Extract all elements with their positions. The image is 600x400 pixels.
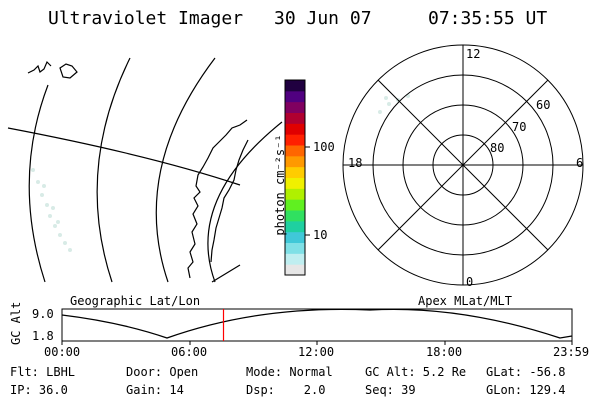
colorbar-swatch bbox=[285, 177, 305, 189]
timeline-ylabel: GC Alt bbox=[9, 301, 23, 345]
longitude-line bbox=[155, 57, 216, 283]
mlt-label-18: 18 bbox=[348, 156, 363, 170]
instrument-title: Ultraviolet Imager bbox=[48, 8, 244, 29]
time-tick-label: 12:00 bbox=[298, 345, 335, 359]
longitude-line bbox=[28, 84, 49, 283]
mlt-label-6: 6 bbox=[576, 156, 584, 170]
colorbar bbox=[285, 80, 305, 276]
colorbar-swatch bbox=[285, 134, 305, 146]
timeline-ytick-low: 1.8 bbox=[32, 329, 54, 343]
colorbar-swatch bbox=[285, 145, 305, 157]
apex-label: Apex MLat/MLT bbox=[418, 294, 512, 308]
colorbar-swatch bbox=[285, 242, 305, 254]
geographic-map bbox=[7, 57, 283, 283]
status-glat: GLat: -56.8 bbox=[486, 365, 566, 379]
status-glon: GLon: 129.4 bbox=[486, 383, 566, 397]
polar-plot bbox=[342, 44, 584, 286]
lat-label-70: 70 bbox=[512, 120, 527, 134]
colorbar-swatch bbox=[285, 166, 305, 178]
status-filter: Flt: LBHL bbox=[10, 365, 76, 379]
colorbar-swatch bbox=[285, 199, 305, 211]
status-mode: Mode: Normal bbox=[246, 365, 333, 379]
colorbar-swatch bbox=[285, 90, 305, 103]
colorbar-swatch bbox=[285, 155, 305, 168]
status-gain: Gain: 14 bbox=[126, 383, 184, 397]
time-tick-label: 00:00 bbox=[44, 345, 81, 359]
time-tick-label: 18:00 bbox=[426, 345, 463, 359]
latitude-line bbox=[7, 127, 241, 186]
geographic-label: Geographic Lat/Lon bbox=[70, 294, 201, 308]
colorbar-swatch bbox=[285, 253, 305, 265]
coastline bbox=[187, 119, 248, 279]
colorbar-swatch bbox=[285, 80, 305, 92]
mlt-label-0: 0 bbox=[466, 275, 474, 289]
colorbar-swatch bbox=[285, 112, 305, 124]
status-gc-alt: GC Alt: 5.2 Re bbox=[365, 365, 467, 379]
polar-axis bbox=[377, 79, 549, 251]
lat-label-80: 80 bbox=[490, 141, 505, 155]
coastline bbox=[27, 60, 52, 74]
colorbar-swatch bbox=[285, 231, 305, 243]
colorbar-swatch bbox=[285, 123, 305, 135]
status-dsp: Dsp: 2.0 bbox=[246, 383, 326, 397]
colorbar-swatch bbox=[285, 220, 305, 233]
longitude-line bbox=[96, 57, 131, 283]
timeline-frame bbox=[61, 308, 573, 342]
colorbar-tick-10: 10 bbox=[313, 228, 328, 242]
colorbar-swatch bbox=[285, 101, 305, 113]
time-label: 07:35:55 UT bbox=[428, 8, 548, 29]
lat-label-60: 60 bbox=[536, 98, 551, 112]
date-label: 30 Jun 07 bbox=[274, 8, 372, 29]
timeline-ytick-high: 9.0 bbox=[32, 307, 54, 321]
orbit-altitude-curve bbox=[61, 308, 573, 339]
longitude-line bbox=[207, 121, 283, 283]
colorbar-frame bbox=[284, 79, 306, 276]
time-tick-label: 23:59 bbox=[553, 345, 590, 359]
colorbar-unit-label: photon cm⁻²s⁻¹ bbox=[273, 134, 287, 236]
colorbar-tick-100: 100 bbox=[313, 140, 335, 154]
coastline bbox=[59, 63, 78, 79]
colorbar-swatch bbox=[285, 264, 305, 276]
status-ip: IP: 36.0 bbox=[10, 383, 68, 397]
colorbar-swatch bbox=[285, 210, 305, 222]
time-tick-label: 06:00 bbox=[171, 345, 208, 359]
coastline bbox=[210, 139, 249, 263]
status-door: Door: Open bbox=[126, 365, 199, 379]
status-seq: Seq: 39 bbox=[365, 383, 416, 397]
aurora-emission bbox=[31, 94, 410, 252]
latitude-line bbox=[211, 264, 241, 283]
mlt-label-12: 12 bbox=[466, 47, 481, 61]
colorbar-swatch bbox=[285, 188, 305, 200]
